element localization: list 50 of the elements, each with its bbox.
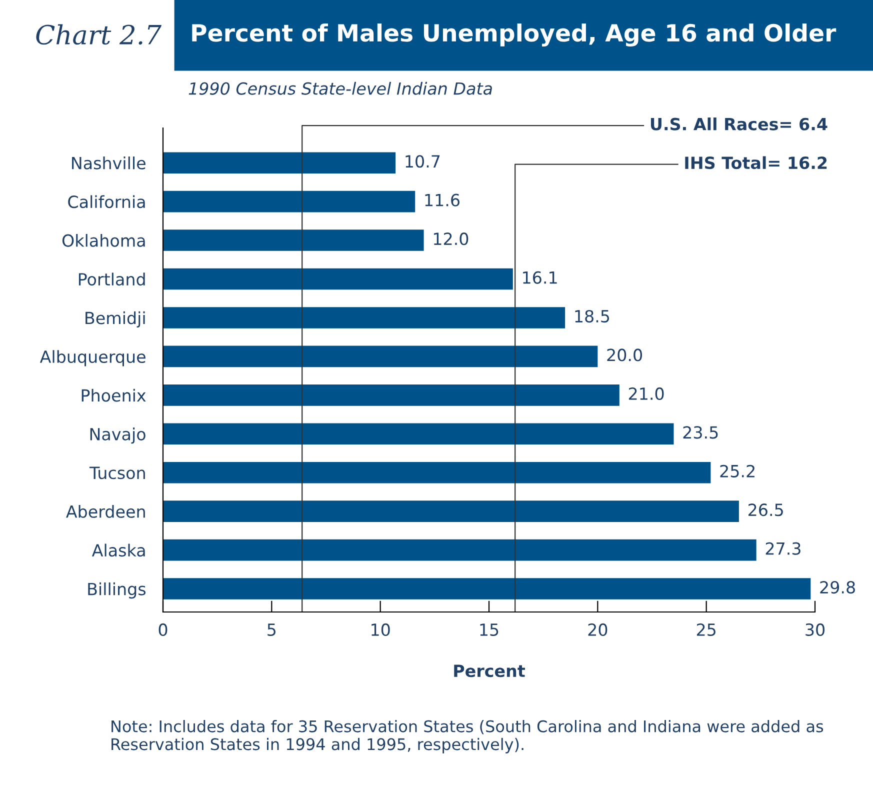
y-tick-label: Alaska	[92, 544, 145, 557]
chart-title: Percent of Males Unemployed, Age 16 and Older	[192, 23, 836, 47]
bar	[163, 578, 811, 600]
x-tick-label: 5	[268, 624, 276, 636]
x-axis-title: Percent	[454, 664, 525, 678]
data-label: 16.1	[523, 271, 557, 284]
y-tick-label: Phoenix	[82, 388, 146, 402]
ref-line-label: IHS Total= 16.2	[685, 156, 827, 170]
bar	[163, 346, 598, 368]
y-tick-label: Oklahoma	[62, 234, 145, 247]
bar	[163, 230, 424, 251]
y-tick-label: Tucson	[89, 466, 145, 480]
data-label: 26.5	[748, 504, 783, 516]
data-label: 10.7	[406, 155, 440, 168]
data-label: 29.8	[820, 580, 855, 594]
y-tick-label: Bemidji	[86, 311, 145, 328]
x-tick-label: 20	[588, 623, 608, 636]
bar	[163, 268, 513, 290]
data-label: 12.0	[434, 232, 468, 246]
data-label: 18.5	[575, 310, 610, 323]
x-tick-label: 15	[480, 624, 498, 636]
y-tick-label: Aberdeen	[66, 504, 145, 518]
y-tick-label: Nashville	[72, 156, 146, 170]
data-label: 23.5	[683, 426, 718, 439]
data-label: 11.6	[425, 194, 460, 206]
data-label: 21.0	[628, 387, 664, 400]
x-tick-label: 10	[372, 623, 390, 636]
bar	[163, 539, 756, 561]
bar	[163, 423, 674, 445]
y-tick-label: Albuquerque	[40, 350, 146, 366]
y-tick-label: California	[68, 195, 145, 208]
chart-subtitle: 1990 Census State-level Indian Data	[188, 82, 492, 95]
bar	[163, 500, 739, 522]
y-tick-label: Portland	[78, 272, 145, 286]
data-label: 20.0	[607, 348, 642, 362]
data-label: 27.3	[766, 542, 800, 555]
caption: Chart 2.7	[36, 24, 162, 45]
bar	[163, 190, 416, 212]
y-tick-label: Billings	[88, 582, 146, 599]
data-label: 25.2	[720, 464, 754, 478]
x-tick-label: 0	[158, 623, 168, 636]
bar	[163, 152, 396, 174]
x-tick-label: 30	[806, 623, 824, 636]
y-tick-label: Navajo	[90, 428, 146, 444]
x-tick-label: 25	[696, 623, 716, 636]
bar	[163, 462, 711, 484]
bar	[163, 384, 620, 406]
text: Note: Includes data for 35 Reservation States (South Carolina and Indiana were added as Reservation States in 1994 and 1995, respectively).	[112, 720, 824, 754]
bar	[163, 307, 566, 328]
ref-line-label: U.S. All Races= 6.4	[650, 118, 828, 130]
